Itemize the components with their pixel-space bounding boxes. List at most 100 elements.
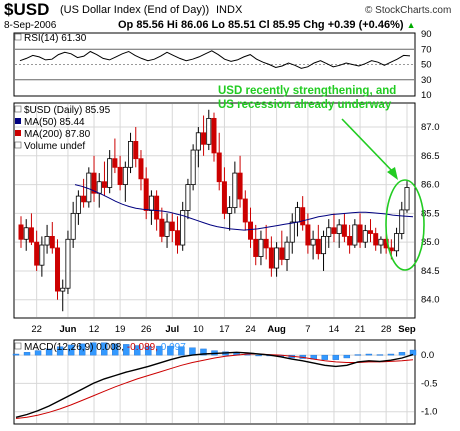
x-tick-label: 22	[31, 324, 42, 335]
candle-body	[70, 212, 76, 240]
macd-histogram-bar	[156, 345, 163, 356]
candle-body	[65, 238, 71, 289]
up-arrow-icon: ▲	[406, 20, 416, 30]
exchange: INDX	[216, 4, 243, 16]
candle-body	[107, 158, 113, 188]
x-tick-label: 12	[89, 324, 100, 335]
quote-summary: Op 85.56 Hi 86.06 Lo 85.51 Cl 85.95 Chg …	[118, 19, 416, 31]
candle-body	[28, 227, 34, 243]
quote-date: 8-Sep-2006	[4, 20, 57, 31]
candle-body	[321, 236, 327, 255]
candle-body	[112, 158, 118, 168]
candle-body	[81, 195, 87, 203]
macd-histogram-bar	[178, 346, 185, 356]
macd-histogram-bar	[12, 353, 20, 356]
candle-body	[49, 236, 55, 249]
macd-histogram-bar	[134, 345, 141, 356]
macd-hist-legend-value: 0.097	[161, 342, 186, 353]
rsi-tick-label: 10	[421, 90, 432, 101]
macd-histogram-bar	[78, 343, 86, 356]
rsi-line	[19, 50, 411, 69]
annotation-line-1: USD recently strengthening, and US reces…	[218, 85, 399, 111]
candle-body	[300, 207, 306, 226]
macd-histogram-bar	[67, 344, 75, 356]
macd-histogram-bar	[112, 343, 119, 356]
rsi-tick-label: 90	[421, 29, 432, 40]
candle-body	[174, 230, 180, 246]
macd-histogram-bar	[101, 342, 108, 356]
price-tick-label: 87.0	[421, 122, 440, 133]
symbol: $USD	[4, 0, 50, 19]
macd-tick-label: -0.5	[421, 378, 437, 389]
rsi-tick-label: 30	[421, 75, 432, 86]
macd-histogram-bar	[409, 349, 417, 356]
volume-swatch	[14, 141, 22, 149]
candle-body	[373, 233, 379, 246]
candle-body	[248, 221, 254, 240]
rsi-panel: 10 30 50 70 90 RSI(14) 61.30	[13, 29, 432, 101]
candle-body	[75, 195, 81, 214]
candle-body	[154, 195, 160, 220]
candle-body	[232, 172, 238, 209]
legend-marker	[14, 105, 22, 113]
candle-body	[18, 224, 24, 240]
ma200-legend-label: MA(200) 87.80	[24, 129, 91, 140]
x-tick-label: Sep	[398, 324, 416, 335]
x-tick-label: Aug	[267, 324, 286, 335]
candle-body	[399, 209, 405, 234]
macd-histogram-bar	[255, 354, 262, 357]
price-tick-label: 86.5	[421, 151, 440, 162]
candle-body	[362, 230, 368, 243]
price-tick-labels: 84.0 84.5 85.0 85.5 86.0 86.5 87.0	[421, 122, 440, 306]
candle-body	[336, 224, 342, 234]
macd-histogram-bar	[145, 345, 152, 356]
macd-histogram-bar	[376, 354, 384, 356]
macd-histogram-bar	[332, 354, 340, 360]
macd-histogram-bar	[189, 347, 196, 356]
candle-body	[133, 141, 139, 160]
candle-body	[227, 207, 233, 214]
annotation-highlight-ellipse	[385, 179, 425, 271]
macd-line	[15, 351, 414, 418]
macd-histogram-bar	[23, 352, 31, 356]
candle-body	[128, 141, 134, 168]
candle-body	[195, 132, 201, 151]
macd-histogram-bar	[45, 348, 53, 356]
candle-body	[122, 166, 128, 185]
candle-body	[347, 236, 353, 246]
candle-body	[23, 227, 29, 240]
macd-tick-labels: 0.0 -0.5 -1.0	[421, 350, 437, 418]
price-tick-label: 84.5	[421, 266, 440, 277]
candle-body	[138, 158, 144, 180]
candle-body	[34, 241, 40, 266]
candle-body	[274, 247, 280, 269]
x-tick-label: Jun	[60, 324, 77, 335]
candle-body	[268, 247, 274, 269]
candle-body	[96, 181, 102, 194]
candle-body	[221, 181, 227, 214]
candle-body	[404, 187, 410, 211]
candle-body	[101, 181, 107, 188]
annotation-arrow	[341, 118, 396, 175]
candle-body	[143, 178, 149, 211]
ma200-swatch	[15, 130, 21, 136]
price-legend: $USD (Daily) 85.95 MA(50) 85.44 MA(200) …	[14, 105, 111, 152]
rsi-gridlines	[15, 48, 414, 81]
macd-histogram-bar	[343, 354, 351, 359]
candle-body	[394, 233, 400, 252]
macd-histogram-bar	[167, 345, 174, 356]
macd-signal-legend-value: -0.089,	[127, 342, 158, 353]
candle-body	[326, 227, 332, 237]
candle-body	[237, 172, 243, 200]
macd-legend-value: 0.008,	[96, 342, 124, 353]
candle-body	[117, 166, 123, 185]
x-tick-label: Jul	[165, 324, 179, 335]
candle-body	[206, 117, 212, 145]
candle-body	[55, 247, 61, 292]
macd-tick-label: 0.0	[421, 350, 434, 361]
candle-body	[148, 195, 154, 211]
brand-watermark: © StockCharts.com	[365, 5, 452, 16]
rsi-legend: RSI(14) 61.30	[24, 33, 87, 44]
macd-histogram-bar	[89, 342, 97, 356]
